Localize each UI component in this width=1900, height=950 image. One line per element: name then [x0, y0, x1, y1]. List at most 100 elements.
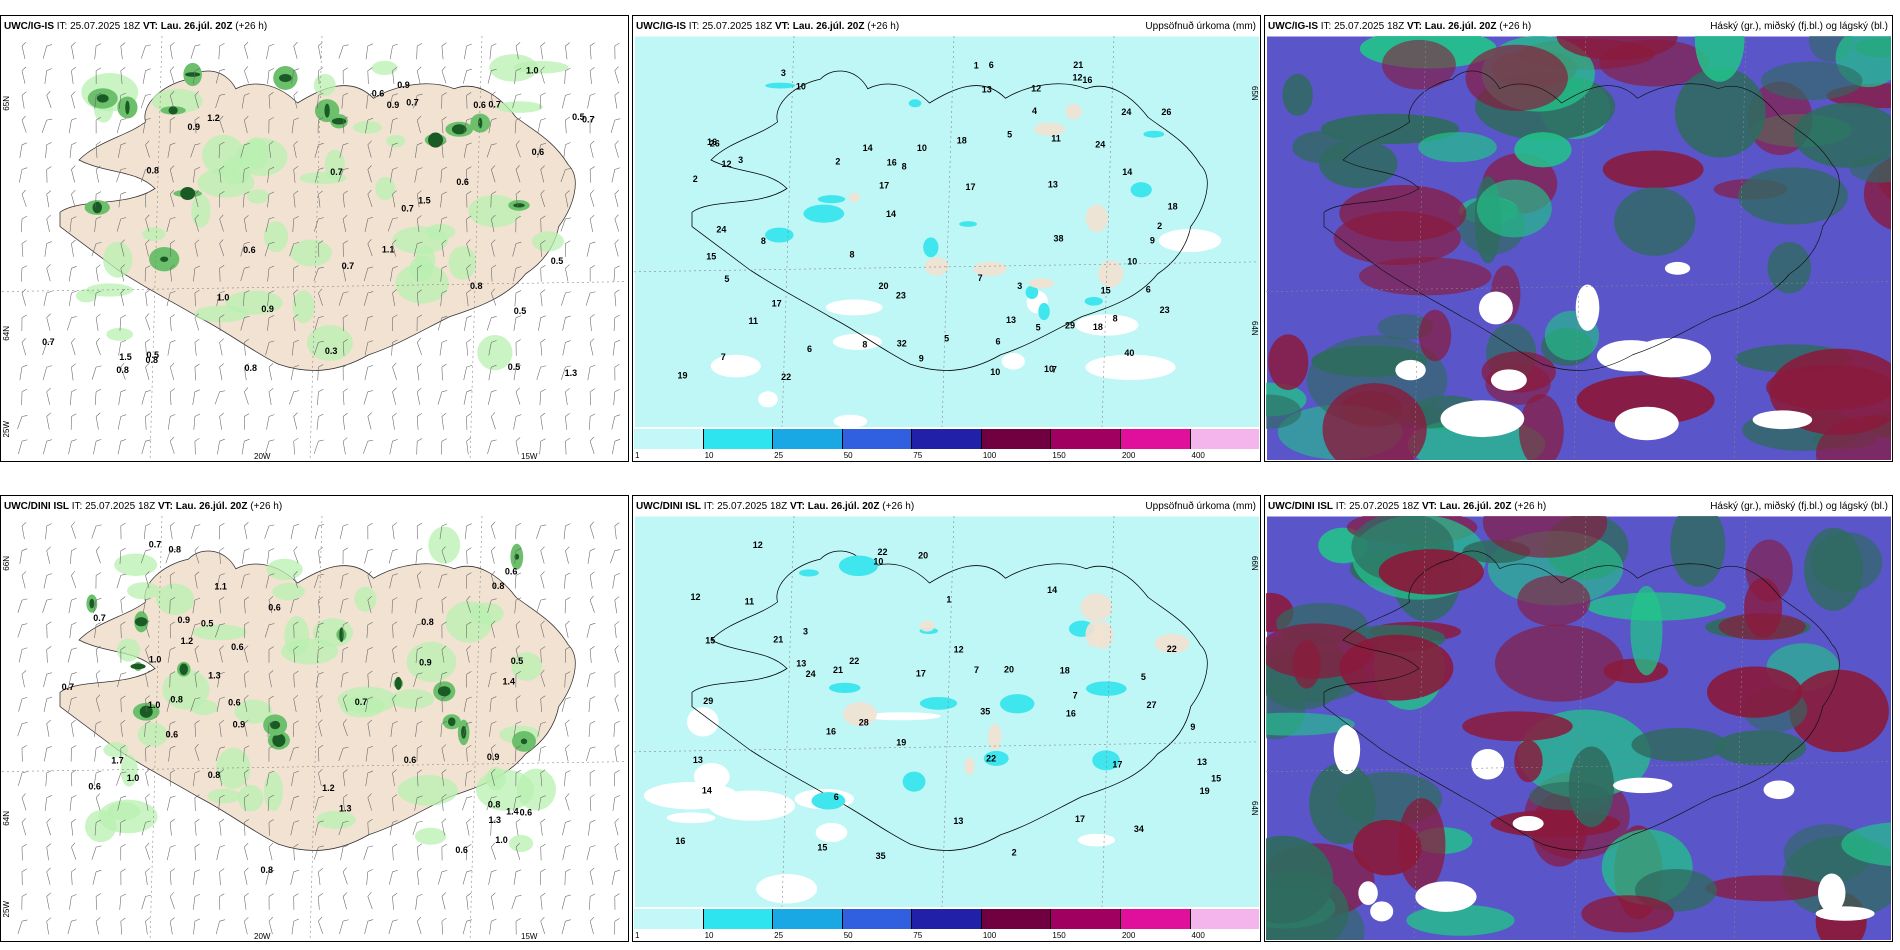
wind-barb	[366, 92, 373, 109]
wind-barb	[192, 389, 201, 405]
value-label: 9	[919, 353, 924, 363]
map-area[interactable]: 0.8 0.9 0.6 0.8 1.0 0.6 0.8 0.6 0.9 0.8 0.7 0.6 1.3 1…	[2, 516, 627, 940]
wind-barb	[586, 241, 596, 257]
no-precip-area	[687, 707, 719, 737]
wind-barb	[68, 672, 77, 688]
wind-barb	[120, 868, 126, 886]
map-area[interactable]	[1266, 36, 1891, 460]
precip-light-cell	[371, 60, 398, 76]
wind-barb	[439, 340, 448, 356]
wind-barb	[342, 412, 348, 430]
map-area[interactable]	[1266, 516, 1891, 940]
wind-barb	[219, 769, 224, 787]
map-area[interactable]: 13 5 8 11 7 6 10 8 5 6 10 7 9 13 14 17 12 8 10 11 13 10 15 24 23…	[634, 36, 1259, 427]
wind-barb	[491, 288, 497, 306]
wind-barb	[145, 695, 151, 713]
value-label: 0.6	[473, 100, 486, 110]
wind-barb	[219, 719, 225, 737]
wind-barb	[364, 216, 374, 232]
value-label: 0.7	[355, 697, 368, 707]
wind-barb	[341, 92, 349, 109]
accum-cell	[803, 204, 845, 223]
wind-barb	[589, 388, 595, 406]
graticule-meridian	[1101, 36, 1115, 427]
wind-barb	[589, 338, 595, 356]
map-area[interactable]: 0.7 0.7 0.5 0.9 1.3 0.9 0.8 1.5 1.5 0.8 0.5 1.0 0.6 0…	[2, 36, 627, 460]
value-label: 22	[986, 754, 996, 764]
wind-barb	[540, 695, 546, 713]
wind-barb	[415, 893, 423, 910]
wind-barb	[194, 546, 200, 564]
value-label: 28	[859, 718, 869, 728]
wind-barb	[490, 191, 497, 208]
wind-barb	[416, 387, 422, 405]
wind-barb	[70, 413, 77, 430]
wind-barb	[561, 697, 571, 712]
wind-barb	[342, 388, 348, 406]
wind-barb	[586, 845, 596, 861]
wind-barb	[342, 264, 348, 282]
clear-sky-area	[1815, 906, 1875, 921]
value-label: 5	[1036, 323, 1041, 333]
wind-barb	[462, 919, 473, 935]
value-label: 0.6	[456, 177, 469, 187]
wind-barb	[118, 340, 127, 356]
wind-barb	[367, 189, 373, 207]
wind-barb	[364, 919, 374, 935]
wind-barb	[71, 338, 76, 356]
value-label: 16	[826, 727, 836, 737]
wind-barb	[441, 141, 447, 159]
wind-barb	[441, 92, 447, 109]
wind-barb	[219, 214, 224, 232]
wind-barb	[565, 240, 571, 257]
value-label: 19	[677, 371, 687, 381]
wind-barb	[293, 694, 299, 713]
accum-cell	[798, 569, 819, 577]
wind-barb	[244, 215, 249, 233]
wind-barb	[119, 547, 126, 564]
accum-cell	[838, 555, 878, 577]
wind-barb	[610, 549, 621, 564]
cloud-blob	[1576, 375, 1715, 426]
wind-barb	[46, 917, 52, 935]
colorbar-swatch: 150	[1051, 909, 1121, 940]
precip-light-cell	[127, 582, 160, 600]
cloud-blob	[1352, 819, 1422, 876]
wind-barb	[589, 521, 595, 539]
wind-barb	[268, 387, 274, 405]
value-label: 0.6	[404, 755, 417, 765]
wind-barb	[589, 265, 595, 282]
wind-barb	[589, 595, 595, 613]
wind-barb	[416, 522, 423, 540]
wind-barb	[218, 43, 225, 60]
wind-barb	[264, 524, 275, 539]
wind-barb	[466, 744, 472, 762]
wind-barb	[389, 43, 398, 60]
precip-light-cell	[234, 699, 273, 724]
value-label: 1.0	[127, 773, 140, 783]
map-area[interactable]: 13 17 16 13 7 14 12 15 12 18 13 28 20 16 19 29 21 35 22 24 2…	[634, 516, 1259, 907]
wind-barb	[169, 117, 176, 134]
wind-barb	[416, 43, 423, 60]
value-label: 5	[1007, 130, 1012, 140]
wind-barb	[268, 917, 274, 935]
wind-barb	[116, 771, 127, 786]
precip-light-cell	[313, 73, 336, 97]
precip-light-cell	[509, 834, 534, 853]
wind-barb	[293, 843, 299, 861]
wind-barb	[93, 597, 102, 614]
value-label: 0.9	[233, 720, 246, 730]
wind-barb	[514, 572, 522, 589]
wind-barb	[120, 42, 126, 60]
colorbar-tick-label: 10	[704, 931, 714, 940]
wind-barb	[415, 597, 423, 614]
map-layer	[1266, 516, 1891, 940]
wind-barb	[561, 919, 571, 935]
value-label: 1.1	[382, 245, 395, 255]
wind-barb	[95, 313, 101, 331]
wind-barb	[437, 870, 448, 885]
precip-light-cell	[315, 810, 356, 829]
wind-barb	[21, 216, 28, 233]
wind-barb	[564, 868, 571, 886]
wind-barb	[589, 67, 595, 84]
